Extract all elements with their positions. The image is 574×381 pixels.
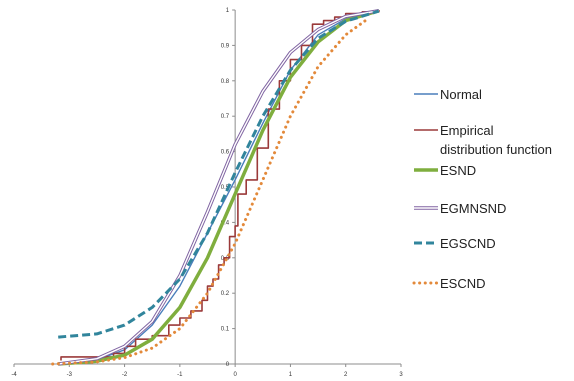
series-line-egmnsnd <box>57 9 380 366</box>
axes: -4 -3 -2 -1 0 1 2 300.10.20.30.40.50.60.70.80.9… <box>11 8 403 378</box>
y-tick-label: 1 <box>226 8 230 14</box>
y-tick-label: 0.6 <box>221 150 230 156</box>
y-tick-label: 0.2 <box>221 291 230 297</box>
x-tick-label: -3 <box>67 372 73 378</box>
y-tick-label: 0 <box>226 362 230 368</box>
series-line-esnd <box>58 9 380 366</box>
x-tick-label: -2 <box>122 372 128 378</box>
x-tick-label: -1 <box>177 372 183 378</box>
legend-label-escnd: ESCND <box>440 276 486 291</box>
x-tick-label: 2 <box>344 372 348 378</box>
series-line-egscnd <box>58 9 380 339</box>
x-tick-label: 0 <box>233 372 237 378</box>
legend-label-esnd: ESND <box>440 163 476 178</box>
legend-label-egmnsnd: EGMNSND <box>440 201 506 216</box>
y-tick-label: 0.9 <box>221 43 230 49</box>
x-tick-label: -4 <box>11 372 17 378</box>
series-group <box>51 9 380 366</box>
series-line-egmnsnd-inner <box>58 10 380 365</box>
y-tick-label: 0.5 <box>221 185 230 191</box>
legend-label-egscnd: EGSCND <box>440 236 496 251</box>
legend-label-empirical-distribution-function: Empirical distribution function <box>440 123 552 157</box>
x-tick-label: 3 <box>399 372 403 378</box>
y-tick-label: 0.7 <box>221 114 230 120</box>
legend-label-normal: Normal <box>440 87 482 102</box>
legend: Normal Empirical distribution function ESND… <box>412 87 552 291</box>
y-tick-label: 0.4 <box>221 220 230 226</box>
x-tick-label: 1 <box>289 372 293 378</box>
y-tick-label: 0.8 <box>221 79 230 85</box>
series-line-escnd <box>51 17 370 366</box>
y-tick-label: 0.1 <box>221 327 230 333</box>
